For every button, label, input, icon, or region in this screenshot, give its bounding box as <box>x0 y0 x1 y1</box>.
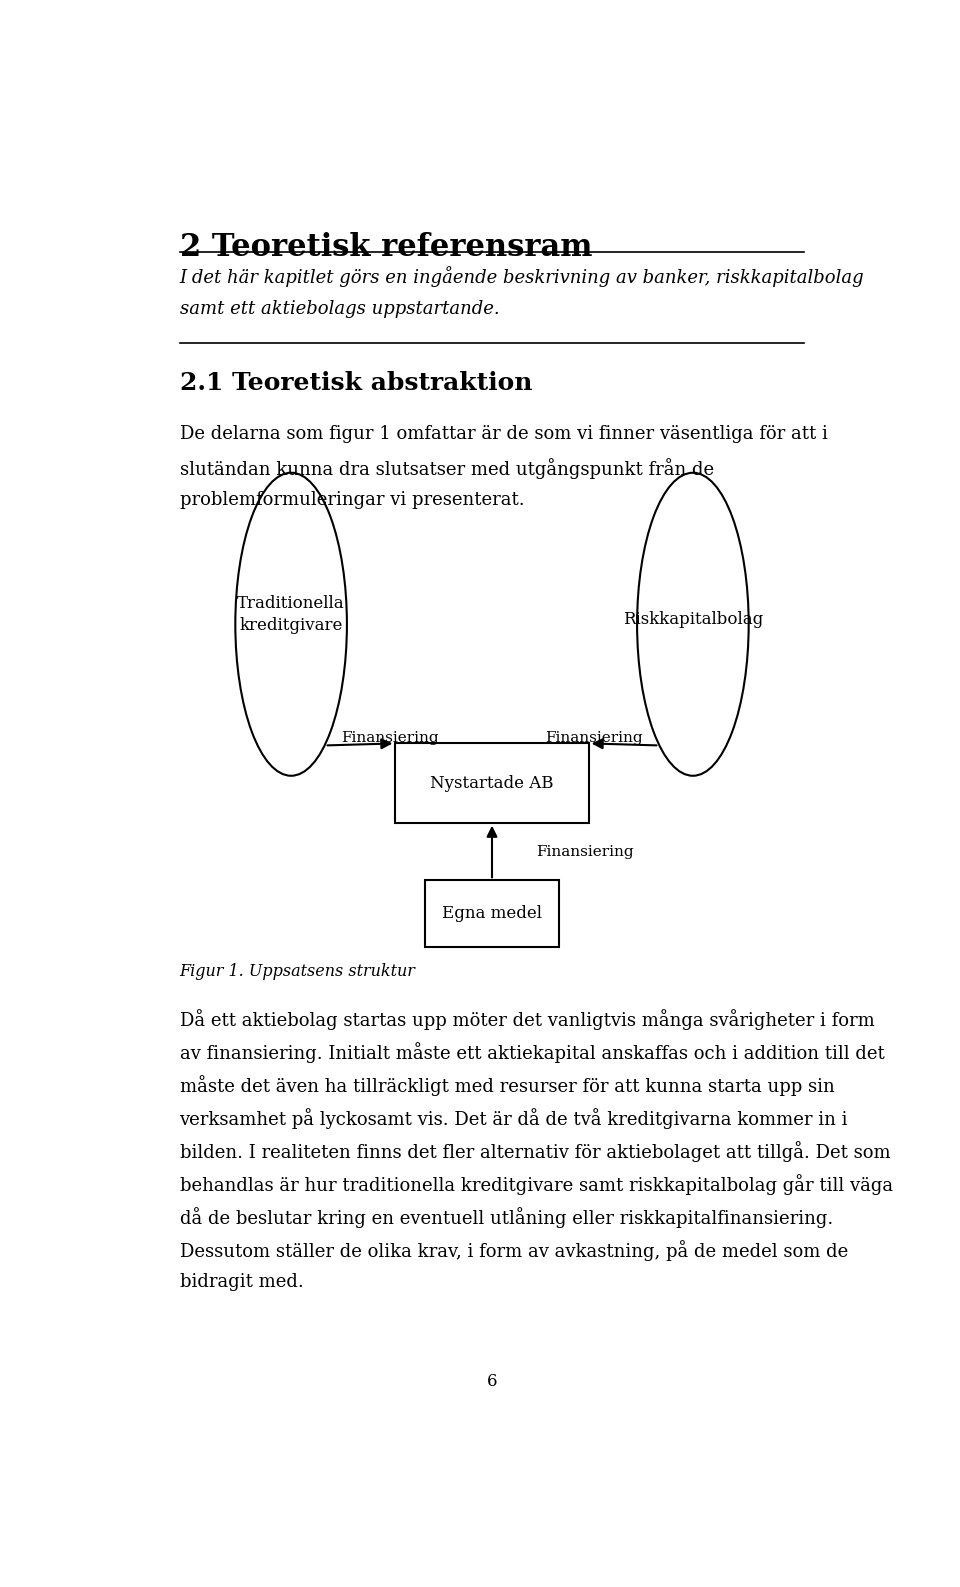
FancyBboxPatch shape <box>396 743 588 822</box>
Text: av finansiering. Initialt måste ett aktiekapital anskaffas och i addition till d: av finansiering. Initialt måste ett akti… <box>180 1043 884 1063</box>
Text: Finansiering: Finansiering <box>341 732 439 746</box>
Text: I det här kapitlet görs en ingående beskrivning av banker, riskkapitalbolag: I det här kapitlet görs en ingående besk… <box>180 267 864 287</box>
Text: Riskkapitalbolag: Riskkapitalbolag <box>623 611 763 628</box>
FancyBboxPatch shape <box>425 881 559 947</box>
FancyArrowPatch shape <box>327 740 390 747</box>
Text: bidragit med.: bidragit med. <box>180 1273 303 1292</box>
Text: måste det även ha tillräckligt med resurser för att kunna starta upp sin: måste det även ha tillräckligt med resur… <box>180 1074 834 1097</box>
Text: då de beslutar kring en eventuell utlåning eller riskkapitalfinansiering.: då de beslutar kring en eventuell utlåni… <box>180 1208 832 1228</box>
Text: slutändan kunna dra slutsatser med utgångspunkt från de: slutändan kunna dra slutsatser med utgån… <box>180 459 713 479</box>
Text: samt ett aktiebolags uppstartande.: samt ett aktiebolags uppstartande. <box>180 300 499 319</box>
FancyArrowPatch shape <box>594 740 657 747</box>
Text: Finansiering: Finansiering <box>537 844 635 859</box>
Text: bilden. I realiteten finns det fler alternativ för aktiebolaget att tillgå. Det : bilden. I realiteten finns det fler alte… <box>180 1141 890 1162</box>
Text: Nystartade AB: Nystartade AB <box>430 774 554 792</box>
FancyArrowPatch shape <box>488 828 496 878</box>
Text: Egna medel: Egna medel <box>442 905 542 922</box>
Text: problemformuleringar vi presenterat.: problemformuleringar vi presenterat. <box>180 490 524 509</box>
Text: De delarna som figur 1 omfattar är de som vi finner väsentliga för att i: De delarna som figur 1 omfattar är de so… <box>180 425 828 443</box>
Text: Då ett aktiebolag startas upp möter det vanligtvis många svårigheter i form: Då ett aktiebolag startas upp möter det … <box>180 1009 875 1030</box>
Text: verksamhet på lyckosamt vis. Det är då de två kreditgivarna kommer in i: verksamhet på lyckosamt vis. Det är då d… <box>180 1108 848 1128</box>
Text: 2 Teoretisk referensram: 2 Teoretisk referensram <box>180 232 592 263</box>
Text: behandlas är hur traditionella kreditgivare samt riskkapitalbolag går till väga: behandlas är hur traditionella kreditgiv… <box>180 1174 893 1195</box>
Text: Finansiering: Finansiering <box>545 732 643 746</box>
Text: 2.1 Teoretisk abstraktion: 2.1 Teoretisk abstraktion <box>180 371 532 395</box>
Text: Traditionella
kreditgivare: Traditionella kreditgivare <box>237 595 345 635</box>
Text: 6: 6 <box>487 1373 497 1390</box>
Text: Dessutom ställer de olika krav, i form av avkastning, på de medel som de: Dessutom ställer de olika krav, i form a… <box>180 1239 848 1262</box>
Text: Figur 1. Uppsatsens struktur: Figur 1. Uppsatsens struktur <box>180 963 416 979</box>
